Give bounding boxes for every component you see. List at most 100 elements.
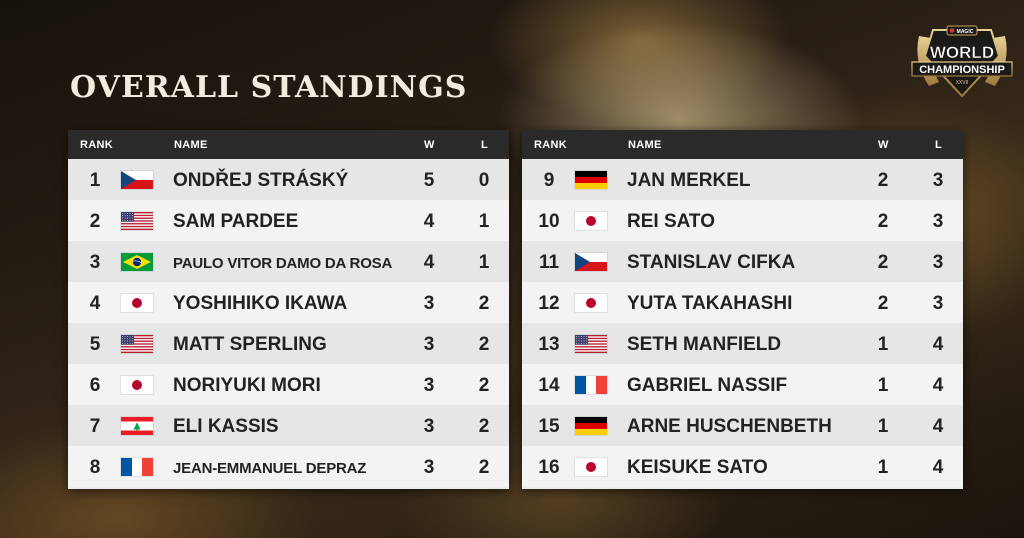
germany-flag-icon [575, 417, 607, 435]
losses-column-header: L [935, 139, 943, 151]
wins-cell: 2 [877, 293, 889, 314]
page-title: OVERALL STANDINGS [70, 70, 468, 105]
player-name: ONDŘEJ STRÁSKÝ [173, 170, 349, 191]
losses-cell: 1 [478, 211, 490, 232]
rank-cell: 11 [538, 252, 560, 273]
standings-rows: 9 JAN MERKEL 2 3 10 REI SATO 2 3 11 STANISLAV CIF… [522, 159, 963, 487]
losses-cell: 4 [932, 457, 944, 478]
table-row[interactable]: 10 REI SATO 2 3 [522, 200, 963, 241]
player-name: PAULO VITOR DAMO DA ROSA [173, 255, 393, 272]
losses-cell: 4 [932, 375, 944, 396]
wins-cell: 2 [877, 170, 889, 191]
player-name: SETH MANFIELD [627, 334, 782, 355]
player-name: YUTA TAKAHASHI [627, 293, 793, 314]
logo-line2: CHAMPIONSHIP [919, 64, 1005, 76]
table-row[interactable]: 3 PAULO VITOR DAMO DA ROSA 4 1 [68, 241, 509, 282]
table-row[interactable]: 9 JAN MERKEL 2 3 [522, 159, 963, 200]
usa-flag-icon [121, 335, 153, 353]
player-name: STANISLAV CIFKA [627, 252, 796, 273]
table-row[interactable]: 6 NORIYUKI MORI 3 2 [68, 364, 509, 405]
rank-cell: 9 [543, 170, 555, 191]
wins-cell: 1 [877, 416, 889, 437]
table-row[interactable]: 4 YOSHIHIKO IKAWA 3 2 [68, 282, 509, 323]
rank-cell: 2 [89, 211, 101, 232]
name-column-header: NAME [628, 139, 662, 151]
wins-cell: 3 [423, 416, 435, 437]
rank-cell: 13 [538, 334, 560, 355]
player-name: KEISUKE SATO [627, 457, 768, 478]
table-header: RANK NAME W L [522, 130, 963, 159]
rank-cell: 16 [538, 457, 560, 478]
rank-cell: 7 [89, 416, 101, 437]
player-name: GABRIEL NASSIF [627, 375, 788, 396]
table-header: RANK NAME W L [68, 130, 509, 159]
czech-flag-icon [575, 253, 607, 271]
logo-badge: MAGIC [957, 29, 974, 35]
rank-column-header: RANK [534, 139, 567, 151]
losses-cell: 3 [932, 252, 944, 273]
table-row[interactable]: 8 JEAN-EMMANUEL DEPRAZ 3 2 [68, 446, 509, 487]
rank-cell: 6 [89, 375, 101, 396]
standings-rows: 1 ONDŘEJ STRÁSKÝ 5 0 2 SAM PARDEE 4 1 3 PAULO VIT… [68, 159, 509, 487]
brazil-flag-icon [121, 253, 153, 271]
table-row[interactable]: 11 STANISLAV CIFKA 2 3 [522, 241, 963, 282]
player-name: JEAN-EMMANUEL DEPRAZ [173, 460, 367, 477]
wins-cell: 3 [423, 457, 435, 478]
rank-cell: 10 [538, 211, 560, 232]
rank-cell: 5 [89, 334, 101, 355]
wins-cell: 4 [423, 252, 435, 273]
japan-flag-icon [575, 212, 607, 230]
table-row[interactable]: 15 ARNE HUSCHENBETH 1 4 [522, 405, 963, 446]
losses-cell: 3 [932, 211, 944, 232]
player-name: REI SATO [627, 211, 715, 232]
player-name: YOSHIHIKO IKAWA [173, 293, 348, 314]
wins-cell: 3 [423, 293, 435, 314]
france-flag-icon [121, 458, 153, 476]
logo-line1: WORLD [930, 43, 994, 62]
losses-cell: 2 [478, 457, 490, 478]
japan-flag-icon [575, 294, 607, 312]
standings-table-right: RANK NAME W L 9 JAN MERKEL 2 3 10 REI SATO 2 3 1… [522, 130, 963, 489]
wins-cell: 1 [877, 375, 889, 396]
standings-table-left: RANK NAME W L 1 ONDŘEJ STRÁSKÝ 5 0 2 SAM PARD… [68, 130, 509, 489]
wins-cell: 4 [423, 211, 435, 232]
wins-column-header: W [424, 139, 435, 151]
japan-flag-icon [121, 294, 153, 312]
losses-cell: 4 [932, 334, 944, 355]
wins-cell: 3 [423, 334, 435, 355]
wins-cell: 1 [877, 334, 889, 355]
rank-cell: 1 [89, 170, 101, 191]
table-row[interactable]: 1 ONDŘEJ STRÁSKÝ 5 0 [68, 159, 509, 200]
japan-flag-icon [121, 376, 153, 394]
wins-cell: 2 [877, 252, 889, 273]
table-row[interactable]: 16 KEISUKE SATO 1 4 [522, 446, 963, 487]
japan-flag-icon [575, 458, 607, 476]
table-row[interactable]: 5 MATT SPERLING 3 2 [68, 323, 509, 364]
losses-cell: 3 [932, 170, 944, 191]
usa-flag-icon [575, 335, 607, 353]
wins-cell: 3 [423, 375, 435, 396]
table-row[interactable]: 7 ELI KASSIS 3 2 [68, 405, 509, 446]
losses-cell: 0 [478, 170, 490, 191]
table-row[interactable]: 2 SAM PARDEE 4 1 [68, 200, 509, 241]
player-name: NORIYUKI MORI [173, 375, 321, 396]
rank-cell: 12 [538, 293, 560, 314]
table-row[interactable]: 14 GABRIEL NASSIF 1 4 [522, 364, 963, 405]
logo-sub: XXVII [956, 80, 969, 86]
losses-cell: 2 [478, 416, 490, 437]
player-name: ELI KASSIS [173, 416, 279, 437]
player-name: JAN MERKEL [627, 170, 751, 191]
name-column-header: NAME [174, 139, 208, 151]
rank-cell: 15 [538, 416, 560, 437]
table-row[interactable]: 12 YUTA TAKAHASHI 2 3 [522, 282, 963, 323]
losses-cell: 3 [932, 293, 944, 314]
lebanon-flag-icon [121, 417, 153, 435]
wins-cell: 2 [877, 211, 889, 232]
france-flag-icon [575, 376, 607, 394]
rank-cell: 8 [89, 457, 101, 478]
losses-cell: 2 [478, 375, 490, 396]
czech-flag-icon [121, 171, 153, 189]
player-name: SAM PARDEE [173, 211, 299, 232]
usa-flag-icon [121, 212, 153, 230]
table-row[interactable]: 13 SETH MANFIELD 1 4 [522, 323, 963, 364]
